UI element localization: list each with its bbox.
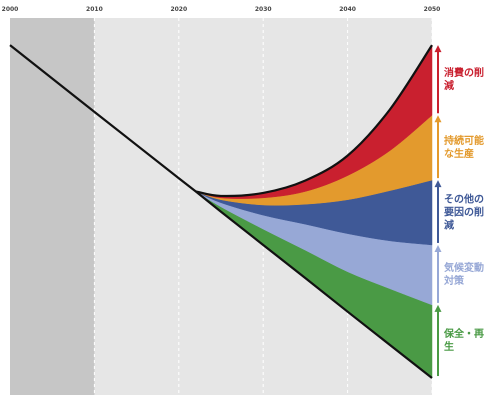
legend-label: 消費の削減: [444, 68, 484, 93]
x-tick-label: 2000: [2, 6, 19, 13]
x-tick-label: 2050: [424, 6, 441, 13]
arrow-head: [434, 115, 442, 123]
arrow-head: [434, 45, 442, 53]
x-tick-label: 2010: [86, 6, 103, 13]
arrow-head: [434, 244, 442, 252]
arrow-head: [434, 304, 442, 312]
x-tick-label: 2030: [255, 6, 272, 13]
legend-label: 気候変動対策: [444, 262, 484, 287]
x-tick-label: 2040: [339, 6, 356, 13]
arrow-head: [434, 180, 442, 188]
past-background: [10, 18, 95, 395]
baseline-line: [9, 44, 433, 379]
legend-label: 保全・再生: [444, 329, 484, 354]
legend-label: その他の要因の削減: [444, 194, 484, 232]
top-curve: [195, 44, 433, 198]
x-tick-label: 2020: [170, 6, 187, 13]
legend-label: 持続可能な生産: [444, 135, 484, 160]
